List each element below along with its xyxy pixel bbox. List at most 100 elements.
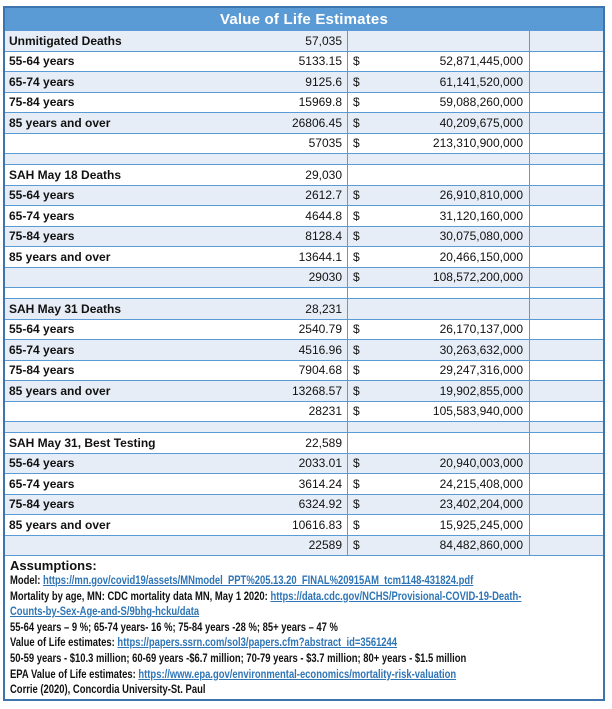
row-filler — [530, 433, 603, 453]
row-filler — [530, 515, 603, 535]
row-label — [5, 288, 205, 298]
row-filler — [530, 536, 603, 556]
row-count: 2540.79 — [205, 319, 348, 339]
assumption-link[interactable]: https://data.cdc.gov/NCHS/Provisional-CO… — [270, 590, 522, 603]
table-row: 75-84 years 6324.92 $23,402,204,000 — [5, 494, 603, 515]
row-amount: 30,075,080,000 — [368, 226, 530, 246]
currency-symbol: $ — [353, 188, 360, 203]
table-row: 55-64 years 2540.79 $26,170,137,000 — [5, 319, 603, 340]
row-label: 65-74 years — [9, 208, 75, 223]
row-count: 5133.15 — [205, 51, 348, 71]
table-row: 75-84 years 7904.68 $29,247,316,000 — [5, 360, 603, 381]
table-row: 75-84 years 8128.4 $30,075,080,000 — [5, 226, 603, 247]
row-filler — [530, 134, 603, 154]
row-filler — [530, 495, 603, 515]
row-count: 6324.92 — [205, 494, 348, 514]
currency-symbol: $ — [353, 74, 360, 89]
row-amount — [368, 433, 530, 453]
table-row: 55-64 years 5133.15 $52,871,445,000 — [5, 51, 603, 72]
row-label: 85 years and over — [9, 115, 111, 130]
row-amount: 29,247,316,000 — [368, 360, 530, 380]
row-amount — [368, 422, 530, 432]
row-count: 13268.57 — [205, 381, 348, 401]
currency-symbol: $ — [353, 249, 360, 264]
spacer-row — [5, 422, 603, 433]
row-label: 75-84 years — [9, 229, 75, 244]
row-label: 85 years and over — [9, 383, 111, 398]
row-amount: 20,940,003,000 — [368, 453, 530, 473]
table-row: 65-74 years 3614.24 $24,215,408,000 — [5, 474, 603, 495]
row-amount: 26,170,137,000 — [368, 319, 530, 339]
row-count: 22589 — [205, 535, 348, 555]
assumption-link[interactable]: https://papers.ssrn.com/sol3/papers.cfm?… — [117, 637, 398, 650]
currency-symbol: $ — [353, 476, 360, 491]
row-count: 4644.8 — [205, 206, 348, 226]
table-row: 85 years and over 13644.1 $20,466,150,000 — [5, 247, 603, 268]
table-row: 29030 $108,572,200,000 — [5, 267, 603, 288]
row-count: 7904.68 — [205, 360, 348, 380]
assumption-line: EPA Value of Life estimates: https://www… — [10, 668, 492, 684]
row-label: 55-64 years — [9, 188, 75, 203]
row-label: 65-74 years — [9, 342, 75, 357]
row-count: 10616.83 — [205, 515, 348, 535]
row-filler — [530, 113, 603, 133]
row-filler — [530, 288, 603, 298]
spacer-row — [5, 154, 603, 165]
assumption-link[interactable]: https://www.epa.gov/environmental-econom… — [138, 668, 457, 681]
assumptions-heading: Assumptions: — [10, 558, 97, 573]
value-of-life-table: Value of Life Estimates Unmitigated Deat… — [3, 6, 605, 701]
currency-symbol: $ — [353, 95, 360, 110]
currency-symbol: $ — [353, 115, 360, 130]
row-filler — [530, 227, 603, 247]
row-amount: 24,215,408,000 — [368, 474, 530, 494]
assumptions-section: Assumptions: Model: https://mn.gov/covid… — [5, 556, 603, 699]
row-filler — [530, 299, 603, 319]
assumption-text: Corrie (2020), Concordia University-St. … — [10, 684, 206, 697]
table-title: Value of Life Estimates — [5, 8, 603, 31]
row-label: SAH May 18 Deaths — [9, 167, 122, 182]
row-amount: 105,583,940,000 — [368, 401, 530, 421]
assumption-line: Value of Life estimates: https://papers.… — [10, 636, 492, 652]
row-amount: 15,925,245,000 — [368, 515, 530, 535]
row-label: 75-84 years — [9, 497, 75, 512]
row-count: 13644.1 — [205, 247, 348, 267]
table-row: 22589 $84,482,860,000 — [5, 535, 603, 556]
row-amount: 19,902,855,000 — [368, 381, 530, 401]
row-count: 28231 — [205, 401, 348, 421]
currency-symbol: $ — [353, 270, 360, 285]
row-count — [205, 288, 348, 298]
row-filler — [530, 454, 603, 474]
row-label: 75-84 years — [9, 363, 75, 378]
row-label: 55-64 years — [9, 322, 75, 337]
currency-symbol — [348, 433, 368, 453]
assumption-line: Mortality by age, MN: CDC mortality data… — [10, 590, 521, 606]
row-amount — [368, 299, 530, 319]
row-count — [205, 154, 348, 164]
row-label: SAH May 31, Best Testing — [9, 435, 156, 450]
assumption-line: 55-64 years – 9 %; 65-74 years- 16 %; 75… — [10, 621, 492, 637]
row-amount — [368, 31, 530, 51]
row-label — [5, 402, 205, 422]
row-filler — [530, 186, 603, 206]
assumption-text: Model: — [10, 575, 44, 587]
row-filler — [530, 361, 603, 381]
row-label: 55-64 years — [9, 456, 75, 471]
table-body: Unmitigated Deaths 57,035 55-64 years 5133.… — [5, 31, 603, 556]
row-label: SAH May 31 Deaths — [9, 301, 122, 316]
row-amount: 59,088,260,000 — [368, 92, 530, 112]
row-amount: 52,871,445,000 — [368, 51, 530, 71]
assumption-link[interactable]: https://mn.gov/covid19/assets/MNmodel_PP… — [43, 575, 474, 587]
assumptions-lines: Model: https://mn.gov/covid19/assets/MNm… — [10, 574, 598, 699]
row-filler — [530, 268, 603, 288]
assumption-line: Counts-by-Sex-Age-and-S/9bhg-hcku/data — [10, 605, 492, 621]
row-filler — [530, 93, 603, 113]
row-count: 22,589 — [205, 433, 348, 453]
row-filler — [530, 474, 603, 494]
row-count: 4516.96 — [205, 340, 348, 360]
table-row: 55-64 years 2033.01 $20,940,003,000 — [5, 453, 603, 474]
currency-symbol: $ — [353, 497, 360, 512]
row-count: 26806.45 — [205, 113, 348, 133]
currency-symbol: $ — [353, 363, 360, 378]
assumption-link[interactable]: Counts-by-Sex-Age-and-S/9bhg-hcku/data — [10, 606, 200, 619]
